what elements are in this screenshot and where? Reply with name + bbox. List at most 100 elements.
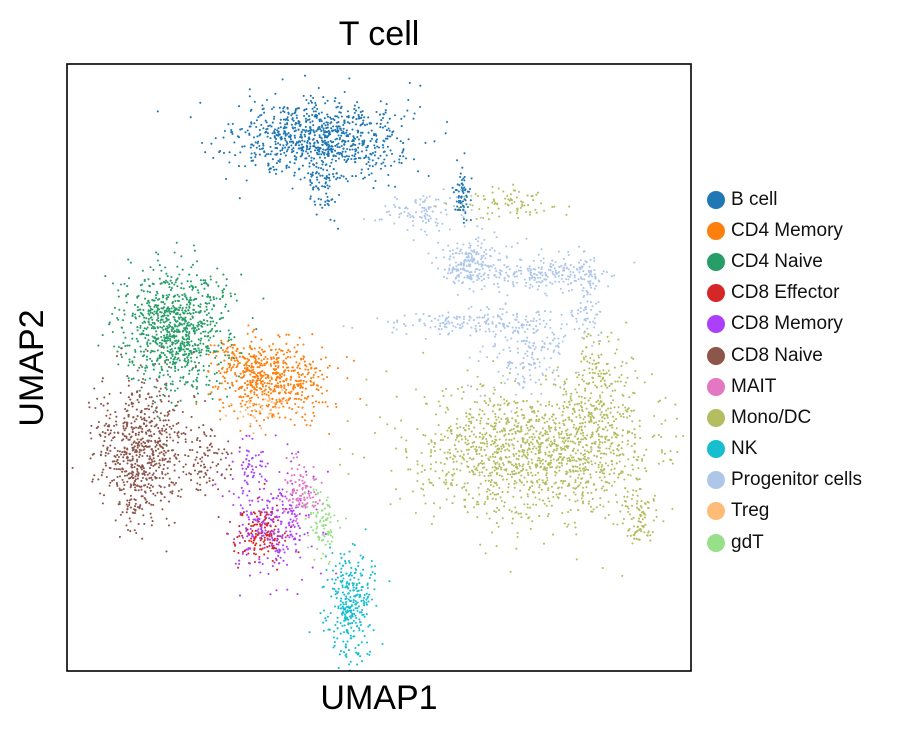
data-point [314,501,317,504]
data-point [574,526,577,529]
data-point [548,443,551,446]
data-point [158,462,161,465]
data-point [319,147,322,150]
data-point [299,178,302,181]
data-point [155,423,158,426]
data-point [274,525,277,528]
data-point [148,428,151,431]
data-point [116,454,119,457]
data-point [193,328,196,332]
data-point [322,148,325,151]
data-point [88,406,91,409]
data-point [114,519,117,522]
data-point [250,366,253,369]
data-point [581,446,585,449]
data-point [215,371,218,374]
data-point [657,400,660,403]
data-point [380,119,383,122]
data-point [260,451,263,454]
data-point [160,282,163,285]
data-point [468,187,472,191]
data-point [127,438,130,441]
data-point [304,130,307,133]
data-point [498,447,501,450]
data-point [273,388,276,391]
data-point [568,418,571,421]
data-point [249,527,252,531]
data-point [158,375,161,378]
data-point [542,481,545,484]
data-point [156,395,159,398]
data-point [278,551,281,554]
data-point [293,384,296,387]
data-point [516,467,519,470]
data-point [346,110,349,113]
series-cd8-memory [214,434,338,597]
data-point [143,496,146,500]
data-point [297,147,300,150]
data-point [185,426,188,429]
data-point [610,401,613,405]
data-point [631,464,634,467]
data-point [540,488,543,491]
data-point [143,278,146,281]
data-point [147,445,150,448]
data-point [127,379,131,382]
data-point [144,397,148,400]
data-point [590,491,593,494]
data-point [250,471,253,474]
data-point [267,530,270,533]
data-point [519,512,522,515]
data-point [298,140,301,143]
data-point [309,195,312,198]
data-point [365,163,368,166]
data-point [534,496,537,499]
data-point [235,299,238,302]
data-point [169,436,172,439]
data-point [281,495,284,498]
data-point [527,429,530,432]
data-point [591,431,594,434]
data-point [137,426,140,430]
data-point [282,353,285,356]
data-point [156,415,159,418]
data-point [552,495,555,499]
data-point [284,123,287,126]
data-point [215,464,218,467]
data-point [275,379,278,382]
data-point [192,463,195,466]
data-point [157,466,160,469]
data-point [173,389,177,392]
data-point [277,142,280,145]
data-point [147,392,150,395]
data-point [122,331,125,334]
data-point [100,450,103,453]
data-point [602,505,605,508]
data-point [304,484,307,487]
data-point [226,351,230,354]
data-point [326,130,329,133]
data-point [346,420,349,423]
data-point [298,484,301,487]
data-point [165,431,168,434]
data-point [302,379,305,382]
data-point [630,410,633,413]
data-point [633,450,636,453]
data-point [568,403,571,406]
data-point [260,526,263,529]
data-point [535,503,538,506]
data-point [101,502,104,505]
data-point [183,328,187,331]
data-point [178,350,181,353]
data-point [389,149,392,152]
data-point [135,531,138,535]
data-point [191,288,194,291]
data-point [284,139,287,142]
data-point [361,131,364,134]
data-point [128,358,131,361]
data-point [271,342,275,346]
data-point [189,351,192,354]
data-point [264,355,267,359]
data-point [272,389,275,392]
data-point [513,469,516,473]
